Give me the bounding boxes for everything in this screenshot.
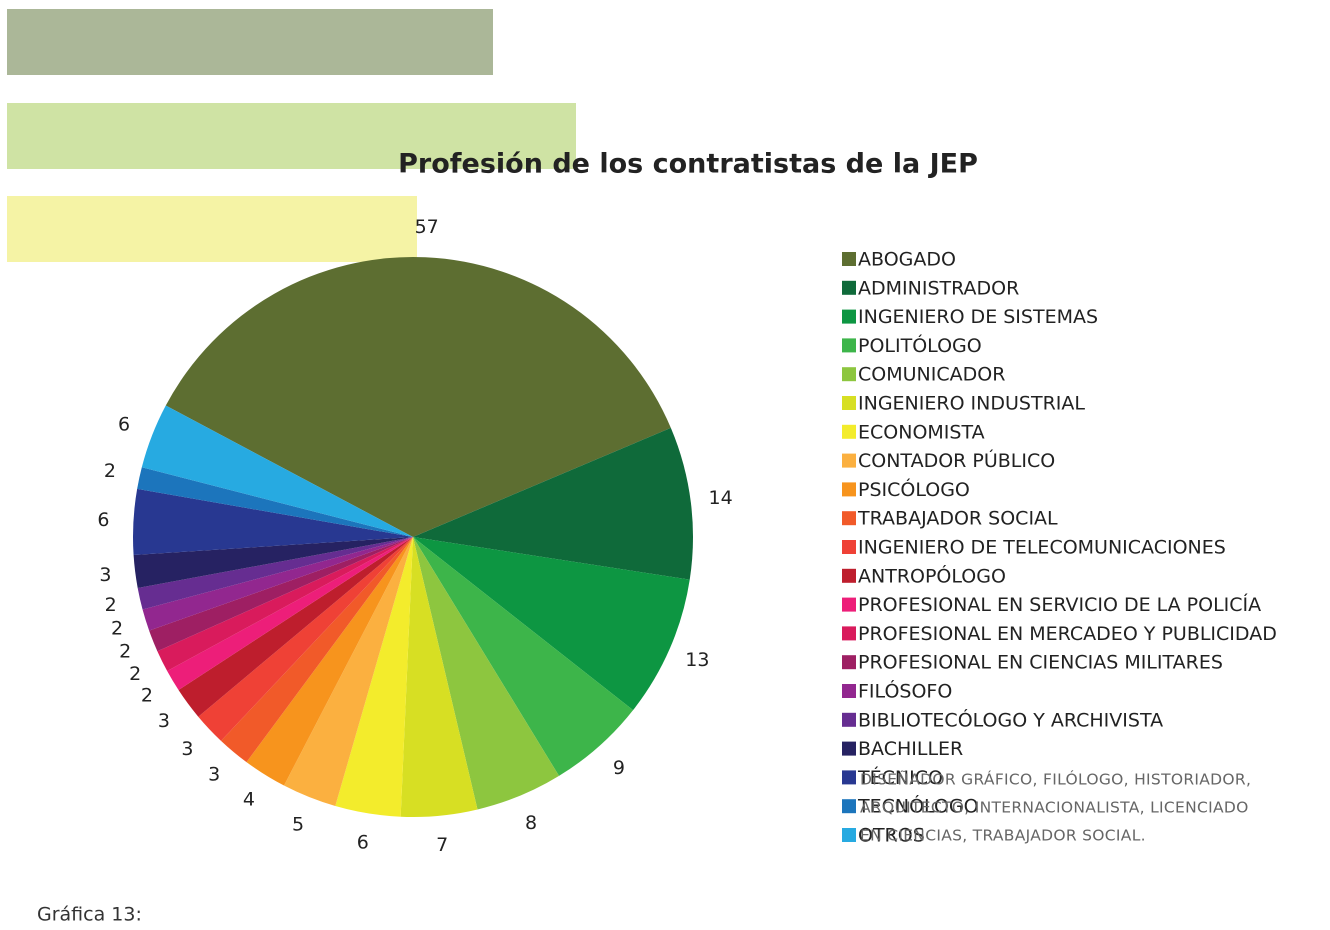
pie-slice: [413, 537, 634, 776]
legend-swatch: [842, 309, 856, 324]
data-label: 6: [97, 509, 109, 531]
chart-title: Profesión de los contratistas de la JEP: [398, 149, 978, 180]
legend-swatch: [842, 712, 856, 727]
decor-bar: [7, 196, 417, 262]
decor-bar: [7, 9, 493, 75]
legend-swatch: [842, 626, 856, 641]
data-label: 2: [141, 685, 153, 707]
data-label: 3: [181, 738, 193, 760]
legend-swatch: [842, 770, 856, 785]
data-label: 2: [104, 460, 116, 482]
data-label: 14: [709, 487, 733, 509]
pie-slice: [335, 537, 413, 817]
pie-slice: [400, 537, 478, 817]
data-label: 8: [525, 812, 537, 834]
legend-label: PROFESIONAL EN CIENCIAS MILITARES: [858, 652, 1223, 674]
legend-swatch: [842, 597, 856, 612]
legend-label: ECONOMISTA: [858, 421, 985, 443]
legend-label: CONTADOR PÚBLICO: [858, 448, 1055, 472]
data-label: 3: [99, 564, 111, 586]
data-label: 2: [129, 663, 141, 685]
data-label: 4: [243, 789, 255, 811]
legend-swatch: [842, 540, 856, 554]
caption: Gráfica 13:: [37, 904, 142, 926]
legend-label: PSICÓLOGO: [858, 477, 970, 501]
legend-swatch: [842, 684, 856, 698]
pie-slice: [133, 488, 414, 556]
legend-label: ANTROPÓLOGO: [858, 563, 1006, 587]
legend-label: INGENIERO DE TELECOMUNICACIONES: [858, 537, 1226, 559]
note: DISEÑADOR GRÁFICO, FILÓLOGO, HISTORIADOR…: [860, 770, 1251, 789]
legend-swatch: [842, 511, 856, 526]
legend-swatch: [842, 655, 856, 670]
data-label: 9: [613, 757, 625, 779]
data-label: 3: [158, 710, 170, 732]
data-label: 7: [436, 834, 448, 856]
legend-swatch: [842, 424, 856, 439]
legend-label: ABOGADO: [858, 249, 956, 271]
legend-swatch: [842, 453, 856, 468]
legend-swatch: [842, 828, 856, 842]
legend-label: COMUNICADOR: [858, 364, 1005, 386]
legend-label: FILÓSOFO: [858, 679, 952, 703]
legend-label: INGENIERO INDUSTRIAL: [858, 393, 1085, 415]
legend-label: POLITÓLOGO: [858, 333, 982, 357]
legend-label: INGENIERO DE SISTEMAS: [858, 306, 1098, 328]
legend-swatch: [842, 799, 856, 814]
data-label: 57: [415, 216, 439, 238]
pie-slice: [149, 537, 413, 652]
legend-label: TÉCNICO: [857, 766, 943, 789]
pie-slice: [167, 537, 413, 691]
data-label: 2: [119, 641, 131, 663]
legend-label: OTROS: [858, 825, 925, 847]
data-label: 3: [208, 763, 220, 785]
legend-swatch: [842, 482, 856, 497]
legend-swatch: [842, 367, 856, 382]
pie-slice: [133, 537, 413, 588]
legend-label: BIBLIOTECÓLOGO Y ARCHIVISTA: [858, 707, 1163, 731]
data-label: 6: [357, 831, 369, 853]
legend-label: BACHILLER: [858, 738, 963, 760]
legend-swatch: [842, 252, 856, 266]
legend-swatch: [842, 338, 856, 353]
legend-label: PROFESIONAL EN SERVICIO DE LA POLICÍA: [858, 593, 1261, 616]
pie-slice: [165, 257, 671, 537]
data-label: 2: [105, 594, 117, 616]
pie-slice: [198, 537, 413, 741]
pie-slice: [413, 537, 560, 810]
data-label: 2: [111, 618, 123, 640]
legend-swatch: [842, 280, 856, 295]
pie-slice: [137, 467, 413, 537]
legend-label: TECNÓLOGO: [857, 794, 979, 818]
data-label: 5: [292, 813, 304, 835]
pie-slice: [141, 405, 413, 537]
legend-label: ADMINISTRADOR: [858, 277, 1019, 299]
decor-bar: [7, 103, 576, 169]
pie-slice: [157, 537, 413, 672]
pie-slice: [413, 427, 693, 580]
legend-label: PROFESIONAL EN MERCADEO Y PUBLICIDAD: [858, 623, 1277, 645]
pie-slice: [221, 537, 413, 763]
note: EN CIENCIAS, TRABAJADOR SOCIAL.: [860, 827, 1146, 845]
data-label: 13: [685, 649, 709, 671]
note: ARQUITECTO, INTERNACIONALISTA, LICENCIAD…: [860, 799, 1249, 817]
pie-slice: [178, 537, 413, 717]
pie-slice: [413, 537, 690, 711]
legend-swatch: [842, 396, 856, 410]
pie-slice: [246, 537, 413, 786]
pie-slice: [142, 537, 414, 631]
legend-swatch: [842, 741, 856, 756]
legend-label: TRABAJADOR SOCIAL: [857, 508, 1058, 530]
legend-swatch: [842, 568, 856, 583]
data-label: 6: [118, 413, 130, 435]
pie-slice: [137, 537, 413, 610]
pie-slice: [283, 537, 413, 807]
